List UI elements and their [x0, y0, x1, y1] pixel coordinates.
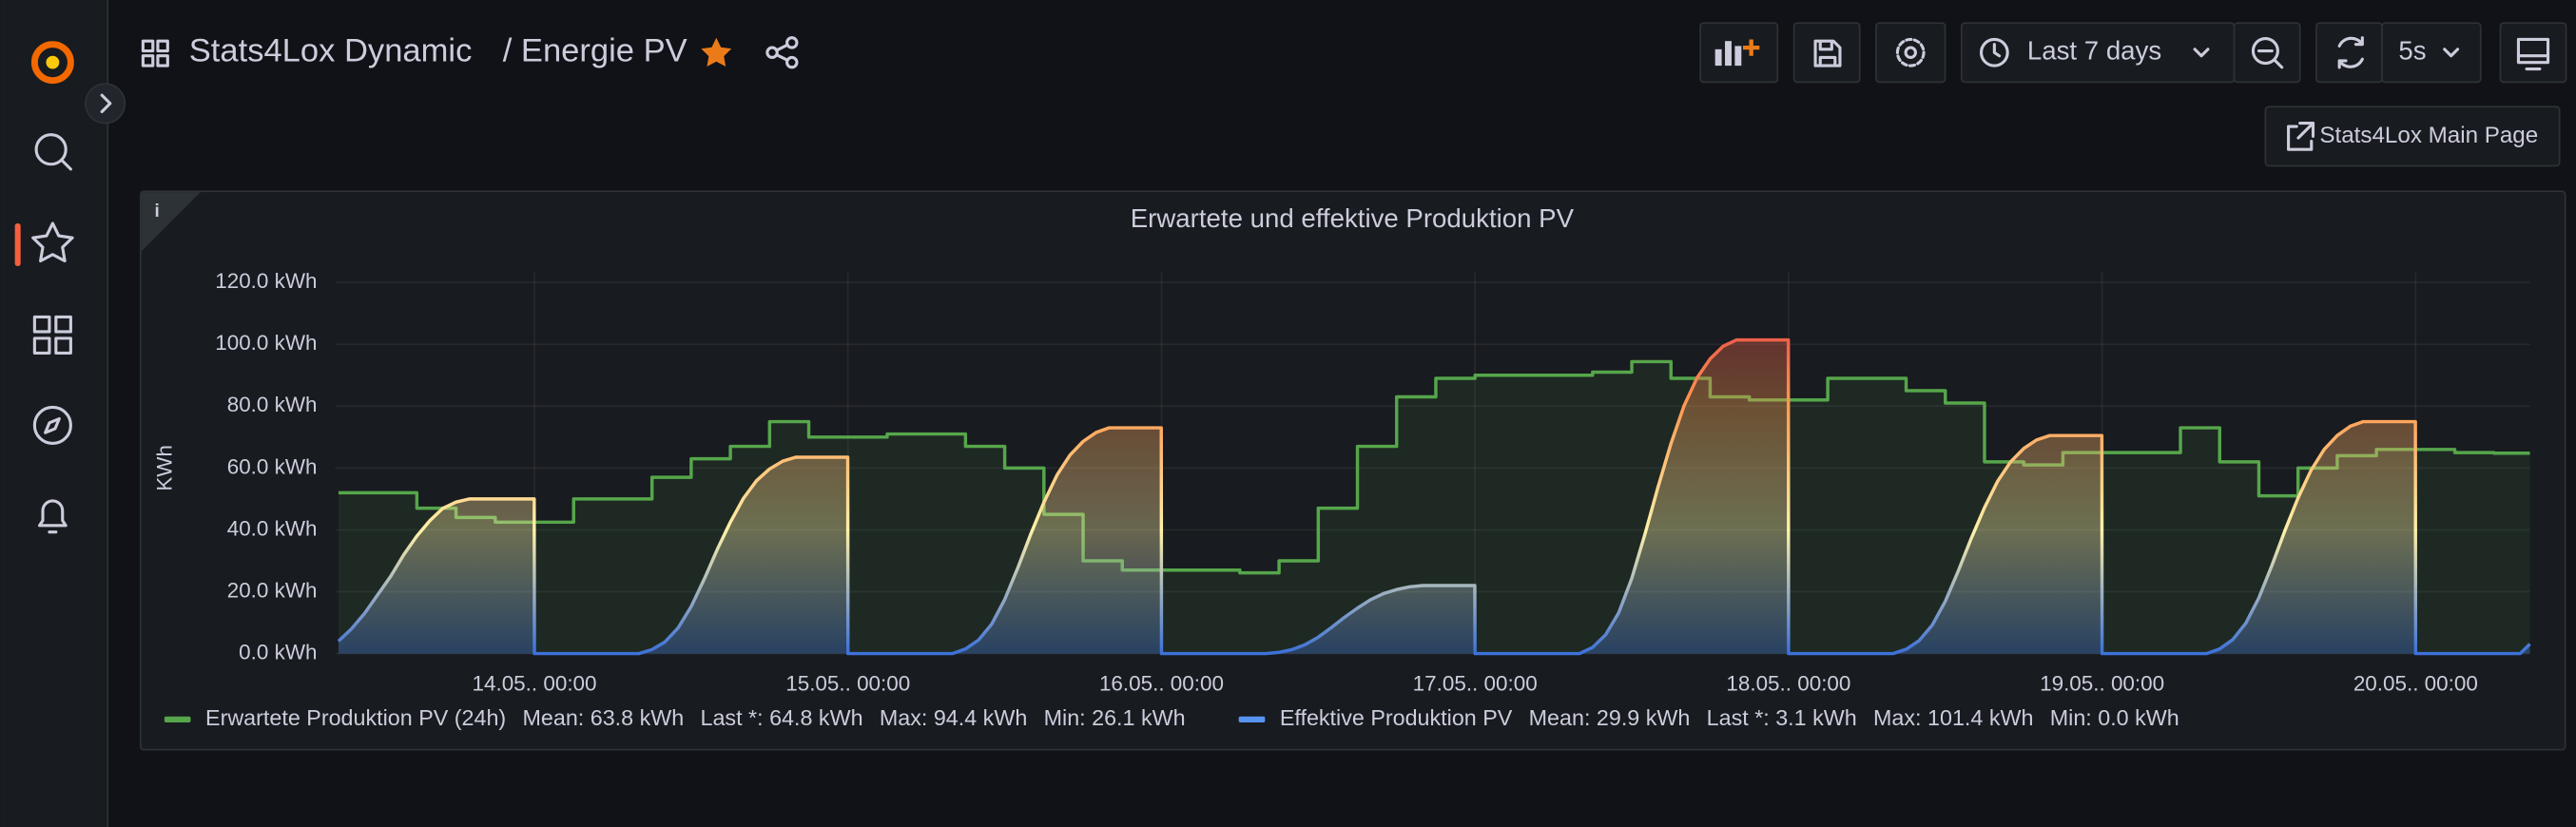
legend-stat: Max: 94.4 kWh: [880, 705, 1027, 730]
legend-stat: Max: 101.4 kWh: [1873, 705, 2033, 730]
panel-info-icon[interactable]: i: [154, 202, 159, 221]
dashboard-grid-icon: [141, 39, 169, 67]
grafana-logo[interactable]: [30, 41, 74, 85]
panel-title: Erwartete und effektive Produktion PV: [1131, 203, 1575, 233]
explore-icon[interactable]: [32, 405, 72, 445]
series-area: [338, 339, 2530, 654]
x-tick-label: 17.05.. 00:00: [1413, 671, 1538, 695]
x-tick-label: 16.05.. 00:00: [1099, 671, 1224, 695]
legend-swatch: [164, 716, 191, 722]
dashboards-icon[interactable]: [32, 315, 72, 355]
dashboard-link[interactable]: Stats4Lox Main Page: [2264, 106, 2561, 167]
time-range[interactable]: Last 7 days: [2027, 36, 2161, 66]
save-button[interactable]: [1792, 22, 1861, 84]
y-tick-label: 120.0 kWh: [215, 269, 317, 293]
favorite-star[interactable]: [701, 37, 732, 67]
y-tick-label: 40.0 kWh: [227, 516, 318, 540]
dashboard-link-label[interactable]: Stats4Lox Main Page: [2319, 123, 2538, 148]
starred-icon[interactable]: [31, 221, 74, 263]
legend-stat: Last *: 64.8 kWh: [701, 705, 863, 730]
search-icon[interactable]: [34, 133, 72, 171]
breadcrumb-dashboard: / Energie PV: [503, 32, 688, 68]
add-panel-button[interactable]: [1699, 22, 1779, 84]
legend-stat: Mean: 63.8 kWh: [522, 705, 684, 730]
y-tick-label: 20.0 kWh: [227, 578, 318, 602]
y-tick-label: 100.0 kWh: [215, 331, 317, 355]
legend-stat: Mean: 29.9 kWh: [1529, 705, 1691, 730]
legend-stat: Min: 26.1 kWh: [1044, 705, 1186, 730]
time-picker[interactable]: Last 7 days: [1960, 22, 2236, 84]
legend-swatch: [1238, 716, 1266, 722]
y-tick-label: 80.0 kWh: [227, 393, 318, 416]
panel-info-corner[interactable]: [141, 192, 201, 252]
legend-name[interactable]: Effektive Produktion PV: [1280, 705, 1513, 730]
breadcrumb-folder[interactable]: Stats4Lox Dynamic: [189, 32, 473, 68]
settings-button[interactable]: [1875, 22, 1947, 84]
zoom-out-button[interactable]: [2233, 22, 2301, 84]
refresh-interval-label[interactable]: 5s: [2398, 36, 2426, 66]
plot-area: 0.0 kWh 20.0 kWh 40.0 kWh 60.0 kWh 80.0 kWh 1…: [164, 269, 2531, 730]
tv-mode-button[interactable]: [2499, 22, 2567, 84]
y-tick-label: 0.0 kWh: [239, 641, 317, 664]
x-tick-label: 15.05.. 00:00: [785, 671, 910, 695]
series-line: [337, 337, 2531, 656]
y-tick-label: 60.0 kWh: [227, 454, 318, 478]
alerting-icon[interactable]: [37, 499, 68, 534]
legend-name[interactable]: Erwartete Produktion PV (24h): [205, 705, 506, 730]
legend-stat: Min: 0.0 kWh: [2050, 705, 2179, 730]
refresh-interval[interactable]: 5s: [2381, 22, 2482, 84]
sidebar: [0, 0, 107, 827]
active-indicator: [14, 222, 21, 266]
series-line: [338, 359, 2530, 575]
refresh-button[interactable]: [2315, 22, 2383, 84]
x-tick-label: 14.05.. 00:00: [473, 671, 597, 695]
legend-stat: Last *: 3.1 kWh: [1707, 705, 1857, 730]
share-icon[interactable]: [765, 36, 799, 69]
expand-sidebar[interactable]: [85, 83, 126, 125]
x-tick-label: 19.05.. 00:00: [2040, 671, 2164, 695]
y-axis-label: KWh: [153, 445, 177, 491]
x-tick-label: 18.05.. 00:00: [1726, 671, 1850, 695]
x-tick-label: 20.05.. 00:00: [2353, 671, 2478, 695]
